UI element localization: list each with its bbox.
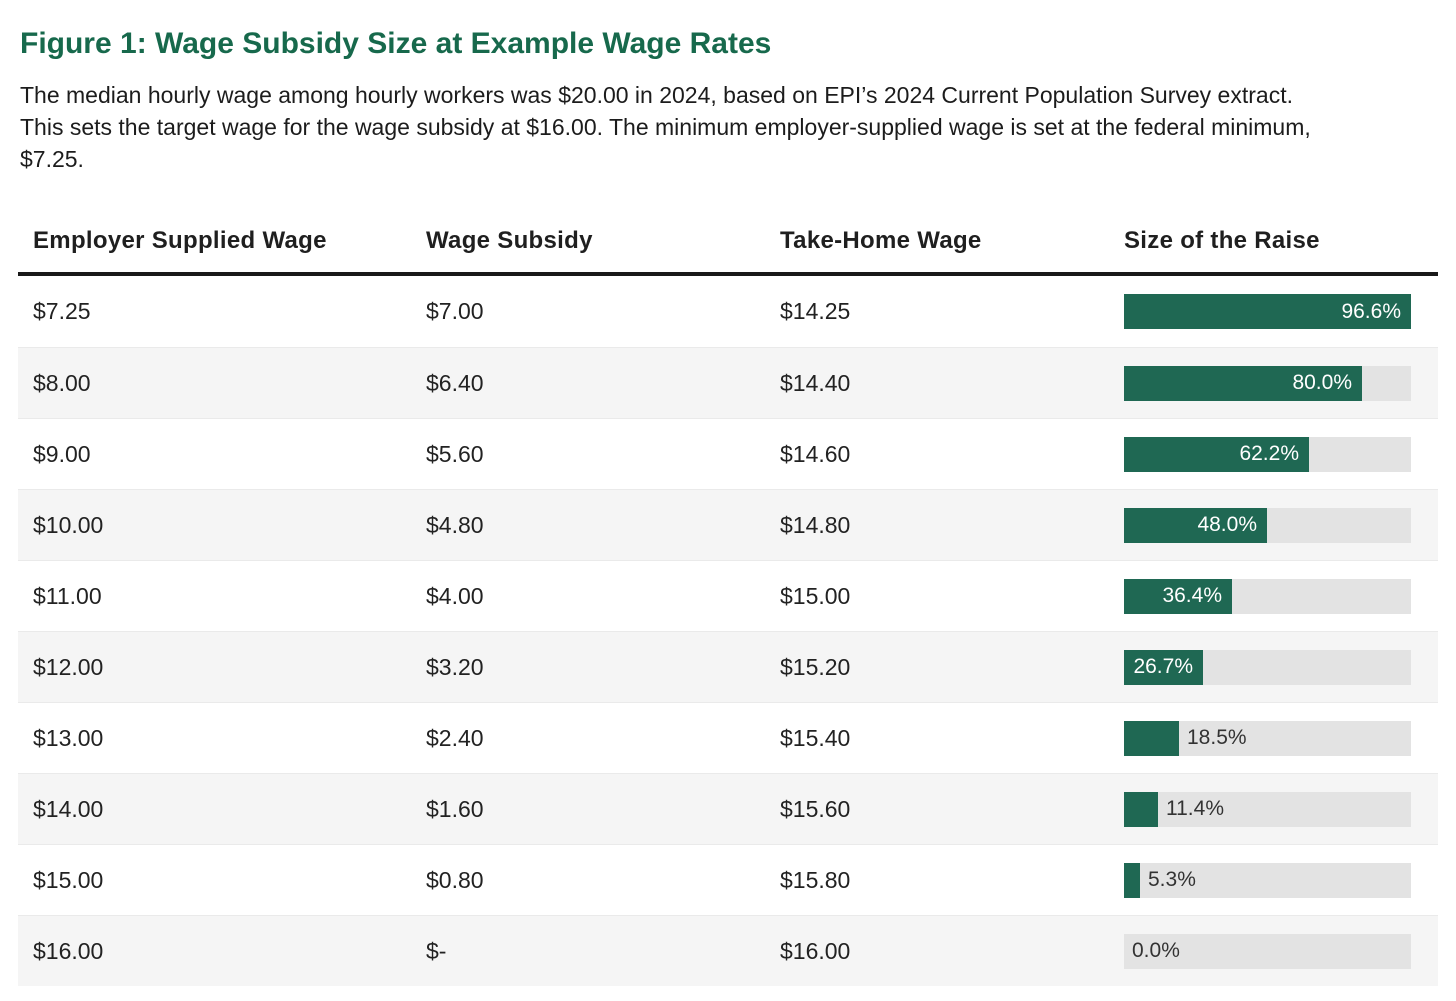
take-home-wage-cell: $14.60 — [780, 440, 851, 467]
raise-bar — [1124, 436, 1309, 472]
table-row: $7.25 $7.00 $14.25 96.6% — [18, 276, 1438, 347]
raise-percent-label: 5.3% — [1148, 868, 1196, 891]
take-home-wage-cell: $15.80 — [780, 866, 851, 893]
raise-bar — [1124, 862, 1140, 898]
raise-percent-label: 26.7% — [1133, 655, 1193, 678]
raise-bar-track: 26.7% — [1124, 649, 1411, 685]
employer-wage-cell: $11.00 — [33, 582, 102, 609]
raise-percent-label: 18.5% — [1187, 726, 1247, 749]
raise-bar — [1124, 791, 1158, 827]
wage-subsidy-table: Employer Supplied Wage Wage Subsidy Take… — [18, 227, 1438, 986]
table-row: $11.00 $4.00 $15.00 36.4% — [18, 560, 1438, 631]
raise-bar-cell: 0.0% — [1124, 916, 1438, 986]
raise-bar-track: 48.0% — [1124, 507, 1411, 543]
figure-description: The median hourly wage among hourly work… — [20, 82, 1311, 172]
wage-subsidy-cell: $2.40 — [426, 724, 484, 751]
wage-subsidy-cell: $5.60 — [426, 440, 484, 467]
employer-wage-cell: $9.00 — [33, 440, 91, 467]
employer-wage-cell: $7.25 — [33, 298, 91, 324]
take-home-wage-cell: $15.20 — [780, 653, 851, 680]
table-row: $10.00 $4.80 $14.80 48.0% — [18, 489, 1438, 560]
raise-bar-track: 36.4% — [1124, 578, 1411, 614]
take-home-wage-cell: $14.25 — [780, 298, 851, 324]
employer-wage-cell: $14.00 — [33, 795, 104, 822]
raise-bar — [1124, 365, 1362, 401]
wage-subsidy-cell: $6.40 — [426, 369, 484, 396]
raise-bar-cell: 5.3% — [1124, 845, 1438, 915]
take-home-wage-cell: $16.00 — [780, 937, 851, 964]
column-header-size-of-the-raise: Size of the Raise — [1124, 227, 1320, 254]
raise-bar-track: 18.5% — [1124, 720, 1411, 756]
wage-subsidy-cell: $4.00 — [426, 582, 484, 609]
raise-percent-label: 0.0% — [1132, 939, 1180, 962]
raise-bar-cell: 36.4% — [1124, 561, 1438, 631]
raise-bar-cell: 18.5% — [1124, 703, 1438, 773]
raise-bar-cell: 96.6% — [1124, 276, 1438, 347]
take-home-wage-cell: $14.40 — [780, 369, 851, 396]
raise-bar-track: 5.3% — [1124, 862, 1411, 898]
employer-wage-cell: $13.00 — [33, 724, 104, 751]
raise-percent-label: 48.0% — [1197, 513, 1257, 536]
raise-bar-track: 96.6% — [1124, 294, 1411, 329]
column-header-employer-supplied-wage: Employer Supplied Wage — [33, 227, 327, 254]
raise-bar-cell: 26.7% — [1124, 632, 1438, 702]
raise-percent-label: 80.0% — [1292, 371, 1352, 394]
table-header-row: Employer Supplied Wage Wage Subsidy Take… — [18, 227, 1438, 276]
raise-bar-cell: 48.0% — [1124, 490, 1438, 560]
table-row: $12.00 $3.20 $15.20 26.7% — [18, 631, 1438, 702]
table-row: $14.00 $1.60 $15.60 11.4% — [18, 773, 1438, 844]
take-home-wage-cell: $15.00 — [780, 582, 851, 609]
table-row: $9.00 $5.60 $14.60 62.2% — [18, 418, 1438, 489]
figure-container: Figure 1: Wage Subsidy Size at Example W… — [0, 26, 1456, 986]
employer-wage-cell: $12.00 — [33, 653, 104, 680]
table-body: $7.25 $7.00 $14.25 96.6% $8.00 $6.40 $14… — [18, 276, 1438, 986]
raise-bar-track: 0.0% — [1124, 933, 1411, 969]
wage-subsidy-cell: $7.00 — [426, 298, 484, 324]
column-header-wage-subsidy: Wage Subsidy — [426, 227, 593, 254]
raise-bar-cell: 11.4% — [1124, 774, 1438, 844]
raise-percent-label: 36.4% — [1162, 584, 1222, 607]
wage-subsidy-cell: $3.20 — [426, 653, 484, 680]
raise-bar-track: 11.4% — [1124, 791, 1411, 827]
table-row: $16.00 $- $16.00 0.0% — [18, 915, 1438, 986]
raise-bar — [1124, 720, 1179, 756]
table-row: $8.00 $6.40 $14.40 80.0% — [18, 347, 1438, 418]
raise-percent-label: 62.2% — [1239, 442, 1299, 465]
employer-wage-cell: $16.00 — [33, 937, 104, 964]
raise-bar — [1124, 294, 1411, 329]
table-row: $13.00 $2.40 $15.40 18.5% — [18, 702, 1438, 773]
employer-wage-cell: $8.00 — [33, 369, 91, 396]
figure-title: Figure 1: Wage Subsidy Size at Example W… — [20, 27, 772, 60]
take-home-wage-cell: $15.40 — [780, 724, 851, 751]
raise-bar-cell: 62.2% — [1124, 419, 1438, 489]
employer-wage-cell: $10.00 — [33, 511, 104, 538]
raise-bar-track: 80.0% — [1124, 365, 1411, 401]
take-home-wage-cell: $14.80 — [780, 511, 851, 538]
raise-bar — [1124, 649, 1203, 685]
raise-percent-label: 96.6% — [1341, 299, 1401, 323]
raise-percent-label: 11.4% — [1166, 797, 1224, 820]
column-header-take-home-wage: Take-Home Wage — [780, 227, 982, 254]
raise-bar-track: 62.2% — [1124, 436, 1411, 472]
wage-subsidy-cell: $- — [426, 937, 447, 964]
wage-subsidy-cell: $1.60 — [426, 795, 484, 822]
raise-bar — [1124, 578, 1232, 614]
employer-wage-cell: $15.00 — [33, 866, 104, 893]
take-home-wage-cell: $15.60 — [780, 795, 851, 822]
wage-subsidy-cell: $0.80 — [426, 866, 484, 893]
raise-bar — [1124, 507, 1267, 543]
wage-subsidy-cell: $4.80 — [426, 511, 484, 538]
raise-bar-cell: 80.0% — [1124, 348, 1438, 418]
table-row: $15.00 $0.80 $15.80 5.3% — [18, 844, 1438, 915]
